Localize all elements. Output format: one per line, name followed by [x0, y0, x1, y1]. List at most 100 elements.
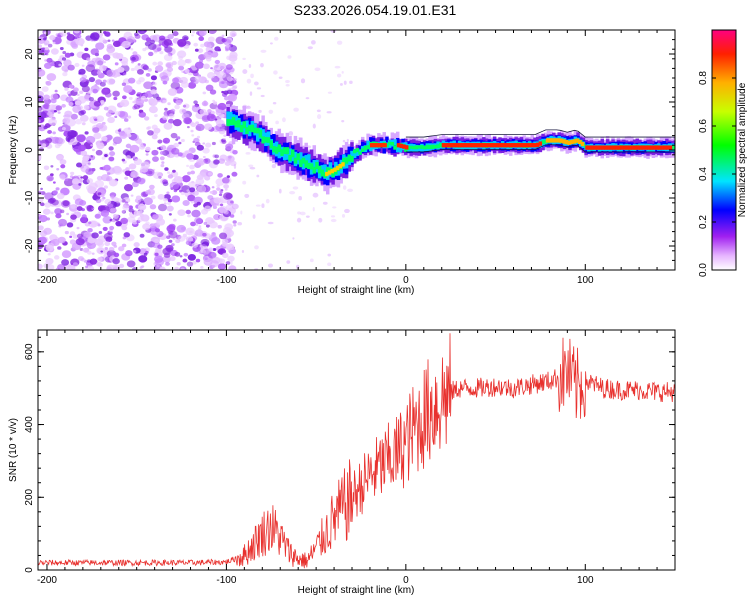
spectrogram-xtick-label: -100	[216, 275, 236, 286]
spectrogram-core-cell	[636, 145, 640, 150]
spectrogram-noise-blob	[153, 171, 163, 180]
spectrogram-noise-blob	[211, 237, 221, 245]
spectrogram-noise-blob	[75, 237, 85, 246]
spectrogram-noise-blob	[38, 155, 42, 161]
spectrogram-core-cell	[606, 145, 611, 150]
spectrogram-noise-blob	[103, 31, 107, 34]
spectrogram-noise-blob	[156, 96, 161, 101]
spectrogram-ytick-label: 0	[24, 147, 35, 153]
spectrogram-noise-blob	[104, 241, 111, 247]
spectrogram-core-cell	[327, 170, 332, 175]
spectrogram-noise-blob	[248, 164, 254, 168]
spectrogram-noise-blob	[78, 110, 85, 116]
spectrogram-ridge-cell	[385, 143, 389, 148]
spectrogram-noise-blob	[185, 240, 192, 245]
spectrogram-noise-blob	[163, 39, 173, 46]
spectrogram-noise-blob	[221, 177, 230, 184]
spectrogram-noise-blob	[176, 136, 181, 140]
spectrogram-noise-blob	[175, 99, 182, 106]
spectrogram-noise-blob	[127, 115, 132, 119]
spectrogram-noise-blob	[208, 247, 214, 252]
spectrogram-noise-blob	[43, 62, 52, 69]
spectrogram-noise-blob	[50, 48, 59, 55]
spectrogram-noise-blob	[66, 118, 76, 127]
spectrogram-core-cell	[519, 143, 524, 148]
spectrogram-noise-blob	[183, 117, 192, 125]
spectrogram-noise-blob	[260, 62, 264, 68]
spectrogram-ridge-cell	[395, 137, 400, 148]
spectrogram-noise-blob	[82, 248, 86, 252]
spectrogram-core-cell	[380, 143, 385, 148]
spectrogram-noise-blob	[44, 202, 52, 208]
spectrogram-noise-blob	[253, 81, 259, 86]
spectrogram-noise-blob	[212, 205, 217, 209]
spectrogram-noise-blob	[136, 91, 142, 96]
spectrogram-noise-blob	[170, 132, 178, 139]
spectrogram-noise-blob	[285, 80, 290, 84]
spectrogram-noise-blob	[131, 181, 139, 188]
spectrogram-noise-blob	[142, 223, 151, 231]
spectrogram-ridge-cell	[347, 154, 351, 162]
spectrogram-core-cell	[652, 145, 657, 150]
spectrogram-noise-blob	[167, 201, 172, 206]
spectrogram-noise-blob	[245, 105, 251, 110]
spectrogram-noise-blob	[145, 153, 149, 156]
spectrogram-noise-blob	[115, 198, 123, 204]
spectrogram-noise-blob	[125, 155, 131, 160]
spectrogram-noise-blob	[233, 223, 237, 227]
spectrogram-noise-blob	[84, 131, 89, 135]
spectrogram-core-cell	[463, 143, 467, 148]
spectrogram-noise-blob	[191, 242, 199, 248]
spectrogram-ridge-cell	[544, 140, 548, 144]
spectrogram-noise-blob	[69, 235, 73, 239]
spectrogram-noise-blob	[171, 195, 181, 203]
spectrogram-noise-blob	[85, 64, 96, 73]
spectrogram-core-cell	[649, 145, 654, 150]
spectrogram-noise-blob	[68, 84, 74, 89]
spectrogram-noise-blob	[128, 163, 137, 170]
spectrogram-ytick-label: -10	[24, 190, 35, 205]
spectrogram-noise-blob	[164, 45, 173, 53]
spectrogram-noise-blob	[60, 31, 67, 37]
spectrogram-ytick-label: 20	[24, 48, 35, 60]
spectrogram-noise-blob	[118, 246, 125, 252]
spectrogram-noise-blob	[128, 96, 133, 100]
spectrogram-noise-blob	[108, 146, 114, 151]
spectrogram-noise-blob	[166, 191, 170, 195]
spectrogram-ridge-cell	[312, 166, 317, 174]
spectrogram-core-cell	[487, 143, 491, 148]
spectrogram-noise-blob	[293, 107, 299, 112]
spectrogram-noise-blob	[213, 197, 222, 204]
spectrogram-noise-blob	[129, 133, 139, 142]
spectrogram-noise-blob	[38, 147, 44, 152]
spectrogram-noise-blob	[278, 188, 282, 194]
spectrogram-noise-blob	[194, 61, 204, 69]
spectrogram-noise-blob	[135, 195, 142, 200]
spectrogram-core-cell	[522, 143, 526, 148]
spectrogram-noise-blob	[98, 231, 103, 234]
spectrogram-noise-blob	[198, 30, 207, 36]
spectrogram-noise-blob	[99, 81, 106, 87]
spectrogram-ridge-cell	[282, 147, 287, 154]
spectrogram-noise-blob	[167, 88, 178, 96]
spectrogram-noise-blob	[182, 258, 188, 263]
spectrogram-noise-blob	[70, 113, 78, 120]
spectrogram-noise-blob	[85, 135, 96, 144]
spectrogram-noise-blob	[70, 204, 76, 209]
spectrogram-noise-blob	[126, 133, 132, 138]
spectrogram-noise-blob	[70, 214, 77, 220]
spectrogram-noise-blob	[260, 94, 265, 98]
spectrogram-noise-blob	[162, 99, 167, 103]
spectrogram-noise-blob	[195, 123, 205, 132]
spectrogram-core-cell	[657, 145, 662, 150]
spectrogram-ridge-cell	[355, 150, 360, 156]
spectrogram-ridge-cell	[247, 125, 252, 132]
spectrogram-noise-blob	[130, 47, 134, 51]
spectrogram-noise-blob	[231, 33, 236, 38]
spectrogram-noise-blob	[201, 249, 207, 254]
spectrogram-core-cell	[612, 145, 616, 150]
spectrogram-noise-blob	[225, 64, 233, 70]
spectrogram-noise-blob	[245, 152, 251, 155]
spectrogram-noise-blob	[77, 256, 84, 261]
spectrogram-noise-blob	[165, 63, 172, 68]
